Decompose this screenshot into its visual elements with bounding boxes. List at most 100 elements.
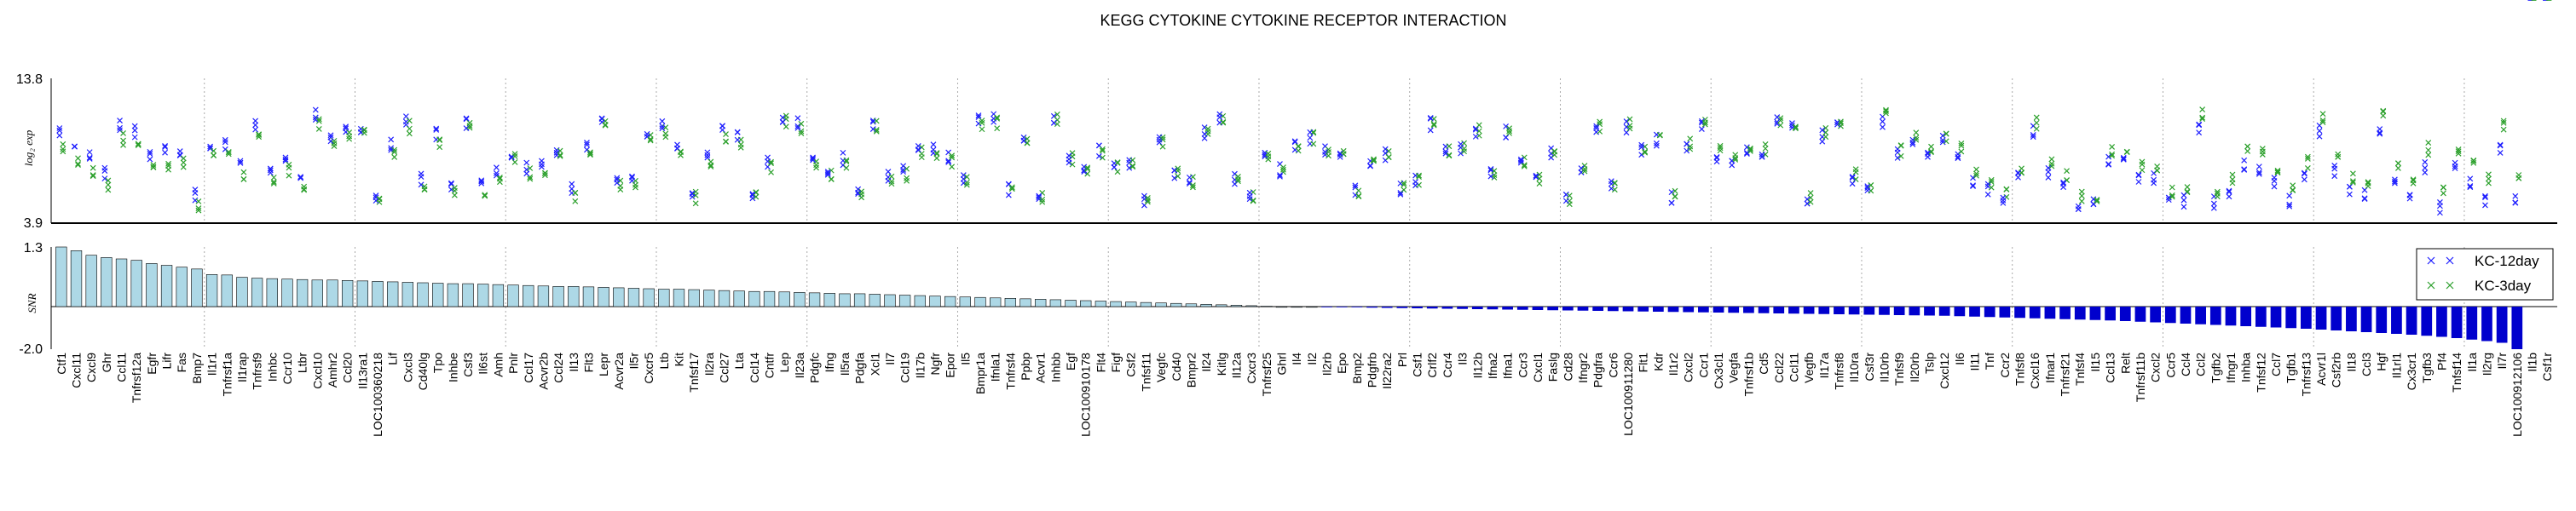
snr-bar (1728, 307, 1740, 313)
point-kc12 (2286, 203, 2293, 210)
gene-label: Il5r (627, 353, 640, 370)
point-kc3 (1144, 197, 1151, 204)
gene-label: Il11 (1968, 353, 1982, 371)
point-kc3 (2349, 179, 2356, 186)
point-kc3 (557, 152, 563, 158)
snr-bar (1155, 302, 1167, 307)
gene-label: Tnfrsf1a (220, 353, 234, 397)
point-kc3 (2214, 193, 2221, 200)
point-kc12 (1713, 154, 1720, 161)
snr-bar (1698, 307, 1709, 313)
point-kc3 (2410, 180, 2417, 187)
point-kc12 (162, 142, 168, 149)
snr-bar (1863, 307, 1875, 315)
point-kc12 (1201, 131, 1208, 137)
point-kc3 (2078, 198, 2085, 204)
snr-bar (1938, 307, 1950, 316)
snr-bar (1592, 307, 1604, 311)
gene-label: Csf2 (1124, 353, 1138, 377)
point-kc3 (2515, 175, 2522, 181)
point-kc3 (1280, 166, 1286, 173)
point-kc3 (1190, 184, 1196, 191)
gene-label: Ppbp (1019, 353, 1032, 381)
snr-bar (55, 246, 67, 307)
point-kc12 (2015, 170, 2021, 176)
snr-bar (1441, 307, 1453, 309)
point-kc3 (1416, 174, 1422, 181)
point-kc3 (2123, 149, 2130, 155)
gene-label: Il10ra (1847, 353, 1861, 382)
gene-label: Tnfsf14 (2450, 353, 2463, 393)
point-kc12 (2512, 192, 2519, 199)
gene-label: Cd40 (1170, 353, 1183, 382)
point-kc3 (2500, 126, 2507, 133)
point-kc12 (192, 197, 199, 204)
point-kc12 (1849, 175, 1856, 181)
point-kc12 (869, 118, 876, 125)
snr-bar (990, 297, 1002, 307)
snr-bar (1743, 307, 1754, 313)
snr-bar (582, 286, 595, 307)
point-kc3 (949, 152, 956, 159)
snr-bar (1758, 307, 1770, 313)
gene-label: Il17a (1817, 353, 1831, 379)
point-kc3 (1777, 122, 1784, 129)
legend-box (2416, 248, 2554, 301)
gene-label: Il5 (958, 353, 972, 365)
point-kc3 (2319, 117, 2326, 123)
point-kc12 (2120, 156, 2127, 163)
point-kc12 (1050, 119, 1057, 126)
point-kc3 (1973, 166, 1979, 173)
snr-bar (1924, 307, 1935, 316)
point-kc3 (1024, 140, 1031, 146)
point-kc3 (1024, 135, 1031, 142)
gene-label: Cxcl9 (84, 353, 98, 382)
point-kc3 (2274, 169, 2281, 175)
point-kc12 (237, 159, 244, 166)
gene-label: Egf (1064, 353, 1077, 370)
gene-label: Cd40lg (416, 353, 430, 390)
point-kc3 (1265, 150, 1272, 157)
gene-label: Ifna1 (1501, 353, 1515, 379)
point-kc12 (2151, 176, 2157, 183)
snr-bar (778, 291, 790, 307)
point-kc3 (391, 146, 398, 153)
gene-label: Ccr6 (1606, 353, 1620, 378)
gene-label: Tnfrsf9 (251, 353, 264, 390)
point-kc3 (60, 148, 66, 155)
snr-bar (1412, 307, 1423, 308)
point-kc3 (75, 155, 81, 162)
point-kc12 (2090, 196, 2097, 203)
point-kc3 (1868, 182, 1874, 188)
point-kc3 (1054, 121, 1060, 128)
snr-bar (974, 296, 986, 307)
gene-label: Ngfr (928, 353, 942, 376)
point-kc3 (617, 177, 624, 184)
point-kc3 (647, 137, 654, 144)
point-kc3 (211, 152, 217, 158)
point-kc12 (915, 142, 921, 149)
point-kc12 (2015, 174, 2021, 181)
gene-label: Lta (732, 353, 746, 370)
point-kc3 (678, 149, 684, 156)
snr-bar (914, 295, 926, 307)
point-kc3 (1476, 122, 1482, 129)
top-ytick-max: 13.8 (16, 72, 43, 87)
point-kc12 (749, 192, 756, 198)
point-kc3 (1988, 184, 1995, 191)
point-kc12 (2255, 164, 2262, 170)
snr-bar (1471, 307, 1483, 309)
gene-label: Tslp (1923, 353, 1937, 374)
point-kc3 (1762, 145, 1769, 152)
point-kc12 (282, 156, 289, 163)
snr-bar (1818, 307, 1830, 314)
snr-bar (2511, 307, 2523, 349)
point-kc3 (587, 152, 593, 158)
point-kc3 (2455, 148, 2462, 155)
snr-bar (2255, 307, 2267, 327)
point-kc12 (1593, 123, 1600, 129)
snr-bar (266, 278, 278, 307)
snr-bar (1200, 304, 1212, 307)
point-kc3 (2440, 184, 2446, 191)
